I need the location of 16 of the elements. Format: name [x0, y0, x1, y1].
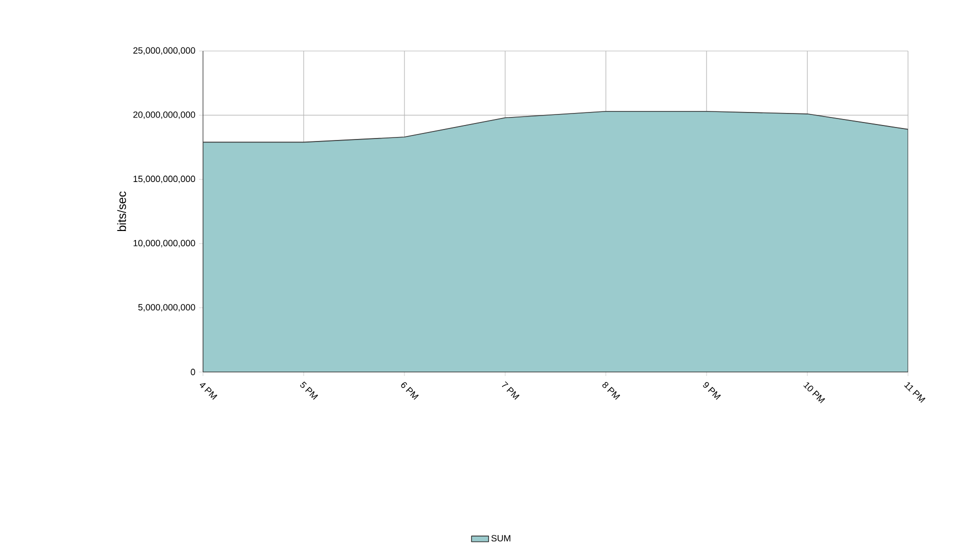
- x-tick-label: 9 PM: [703, 382, 721, 400]
- x-tick-label: 8 PM: [602, 382, 620, 400]
- x-tick-label: 7 PM: [502, 381, 520, 400]
- x-tick-label: 6 PM: [401, 382, 419, 400]
- y-axis-title: bits/sec: [117, 191, 126, 232]
- y-tick-label: 5,000,000,000: [138, 304, 196, 312]
- x-tick-label: 4 PM: [200, 383, 218, 400]
- x-tick-label: 10 PM: [803, 382, 826, 404]
- y-tick-label: 20,000,000,000: [133, 111, 196, 119]
- x-tick-label: 5 PM: [300, 382, 318, 400]
- y-tick-label: 15,000,000,000: [134, 176, 196, 184]
- legend-label: SUM: [491, 535, 510, 542]
- y-tick-label: 0: [190, 368, 196, 376]
- y-tick-label: 25,000,000,000: [133, 47, 196, 55]
- y-tick-label: 10,000,000,000: [134, 240, 196, 248]
- x-tick-label: 11 PM: [904, 382, 926, 403]
